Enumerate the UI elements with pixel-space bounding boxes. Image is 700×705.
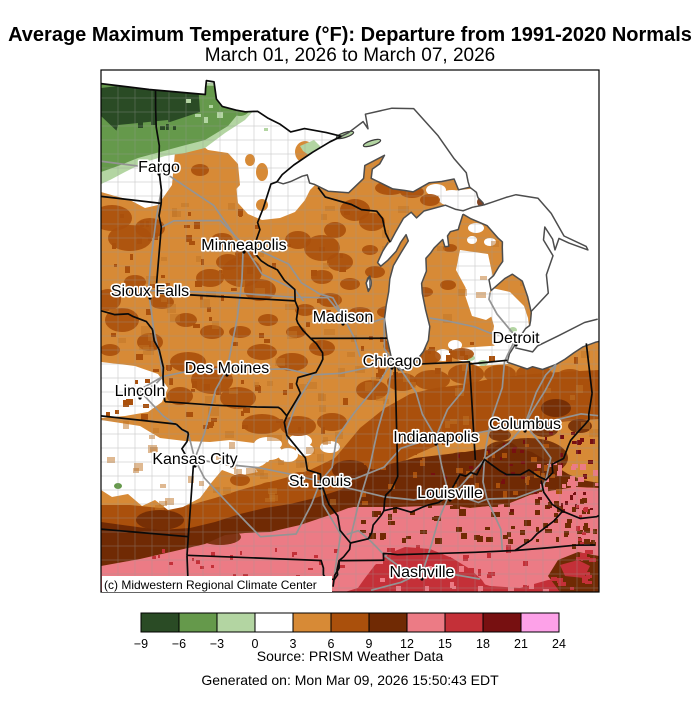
svg-text:Minneapolis: Minneapolis xyxy=(201,237,286,254)
svg-text:Des Moines: Des Moines xyxy=(185,360,269,377)
svg-text:18: 18 xyxy=(476,637,490,651)
svg-text:Chicago: Chicago xyxy=(363,353,422,370)
svg-text:Sioux Falls: Sioux Falls xyxy=(111,283,189,300)
svg-text:St. Louis: St. Louis xyxy=(289,473,351,490)
svg-text:Average Maximum Temperature (°: Average Maximum Temperature (°F): Depart… xyxy=(8,24,692,46)
svg-text:Indianapolis: Indianapolis xyxy=(393,429,478,446)
svg-text:Columbus: Columbus xyxy=(489,416,561,433)
svg-text:March 01, 2026 to March 07, 20: March 01, 2026 to March 07, 2026 xyxy=(205,45,495,66)
svg-text:−6: −6 xyxy=(172,637,186,651)
svg-text:−3: −3 xyxy=(210,637,224,651)
svg-text:3: 3 xyxy=(290,637,297,651)
svg-text:Louisville: Louisville xyxy=(417,485,483,502)
svg-text:6: 6 xyxy=(328,637,335,651)
svg-text:Lincoln: Lincoln xyxy=(115,383,166,400)
svg-text:9: 9 xyxy=(366,637,373,651)
svg-text:Madison: Madison xyxy=(313,309,373,326)
svg-text:Fargo: Fargo xyxy=(138,159,180,176)
svg-text:Nashville: Nashville xyxy=(390,564,455,581)
svg-text:−9: −9 xyxy=(134,637,148,651)
svg-text:Source: PRISM Weather Data: Source: PRISM Weather Data xyxy=(257,648,444,664)
svg-text:21: 21 xyxy=(514,637,528,651)
svg-text:24: 24 xyxy=(552,637,566,651)
svg-text:Kansas City: Kansas City xyxy=(152,451,237,468)
svg-text:Detroit: Detroit xyxy=(492,330,540,347)
svg-text:15: 15 xyxy=(438,637,452,651)
svg-text:Generated on: Mon Mar 09, 2026: Generated on: Mon Mar 09, 2026 15:50:43 … xyxy=(201,672,499,688)
svg-text:(c) Midwestern Regional Climat: (c) Midwestern Regional Climate Center xyxy=(104,578,317,592)
svg-text:0: 0 xyxy=(252,637,259,651)
svg-text:12: 12 xyxy=(400,637,414,651)
